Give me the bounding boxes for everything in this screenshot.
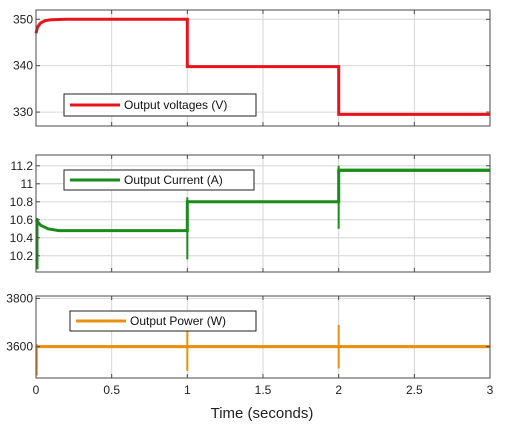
series-ripple-band [36,345,490,349]
x-axis-label: Time (seconds) [211,405,314,422]
series-ripple-band [66,18,188,21]
y-tick-label: 340 [13,59,33,73]
y-tick-label: 10.8 [10,195,34,209]
x-tick-label: 0.5 [103,383,120,397]
legend-label: Output Power (W) [130,314,226,328]
y-tick-label: 3800 [6,291,33,305]
x-tick-label: 3 [487,383,494,397]
legend-box [69,310,257,332]
series-ripple-band [58,229,188,232]
x-tick-label: 2 [335,383,342,397]
legend: Output Current (A) [63,169,255,191]
legend-label: Output voltages (V) [124,98,227,112]
y-tick-label: 10.4 [10,231,34,245]
panel-1: 330 340 350 Output voltages (V) [13,9,491,127]
panel-3: 3600 3800 Output Power (W) [6,291,491,379]
x-tick-label: 2.5 [406,383,423,397]
legend-label: Output Current (A) [124,173,223,187]
legend: Output Power (W) [69,310,257,332]
y-tick-label: 10.6 [10,213,34,227]
legend-box [63,169,255,191]
x-tick-label: 1.5 [255,383,272,397]
y-tick-label: 330 [13,105,33,119]
y-tick-label: 350 [13,12,33,26]
series-ripple-band [187,200,339,203]
series-ripple-band [338,113,490,116]
legend: Output voltages (V) [63,93,257,117]
y-tick-label: 3600 [6,340,33,354]
y-tick-label: 11.2 [11,159,34,173]
y-tick-label: 11 [21,177,34,191]
series-ripple-band [338,168,490,172]
y-tick-label: 10.2 [10,249,34,263]
legend-box [63,93,257,117]
x-tick-label: 0 [33,383,40,397]
panel-2: 10.2 10.4 10.6 10.8 11 11.2 Output Current (A) [10,154,491,273]
x-tick-label: 1 [184,383,191,397]
series-ripple-band [187,65,339,68]
